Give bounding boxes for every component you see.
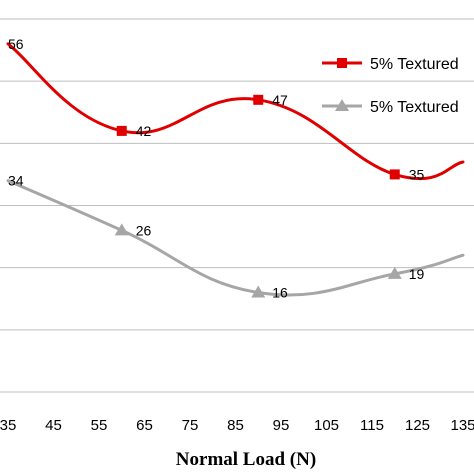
x-tick-label: 105: [314, 417, 339, 434]
legend-marker-1: [337, 58, 347, 68]
data-label: 35: [409, 166, 425, 182]
x-tick-label: 65: [136, 417, 153, 434]
data-point-marker: [114, 223, 129, 236]
x-tick-label: 55: [91, 417, 108, 434]
data-label: 47: [272, 92, 288, 108]
series-markers: [114, 94, 402, 298]
data-label: 42: [136, 123, 152, 139]
data-point-marker: [253, 94, 264, 105]
x-tick-label: 125: [405, 417, 430, 434]
data-point-marker: [116, 125, 127, 136]
x-tick-label: 45: [45, 417, 62, 434]
series-line-1: [6, 42, 465, 181]
data-point-marker: [389, 169, 400, 180]
data-point-marker: [387, 266, 402, 279]
x-tick-label: 35: [0, 417, 16, 434]
data-label: 16: [272, 285, 288, 301]
data-point-marker: [251, 285, 266, 298]
data-label: 56: [8, 36, 24, 52]
x-axis-title: Normal Load (N): [176, 449, 316, 470]
data-label: 26: [136, 222, 152, 238]
x-axis-ticks: 35 45 55 65 75 85 95 105 115 125 135: [0, 417, 474, 434]
x-tick-label: 115: [360, 417, 384, 434]
x-tick-label: 75: [182, 417, 199, 434]
data-label: 19: [409, 266, 425, 282]
x-tick-label: 95: [273, 417, 290, 434]
legend-marker-2: [335, 99, 349, 111]
series-line-2: [6, 179, 465, 297]
legend: 5% Textured 5% Textured: [322, 56, 459, 116]
legend-label-1: 5% Textured: [370, 56, 459, 73]
x-tick-label: 85: [227, 417, 244, 434]
x-tick-label: 135: [450, 417, 474, 434]
gridlines: [0, 18, 474, 393]
data-labels: 56 42 47 35 34 26 16 19: [8, 36, 425, 301]
legend-label-2: 5% Textured: [370, 99, 459, 116]
series-lines: [6, 42, 465, 297]
data-label: 34: [8, 173, 24, 189]
